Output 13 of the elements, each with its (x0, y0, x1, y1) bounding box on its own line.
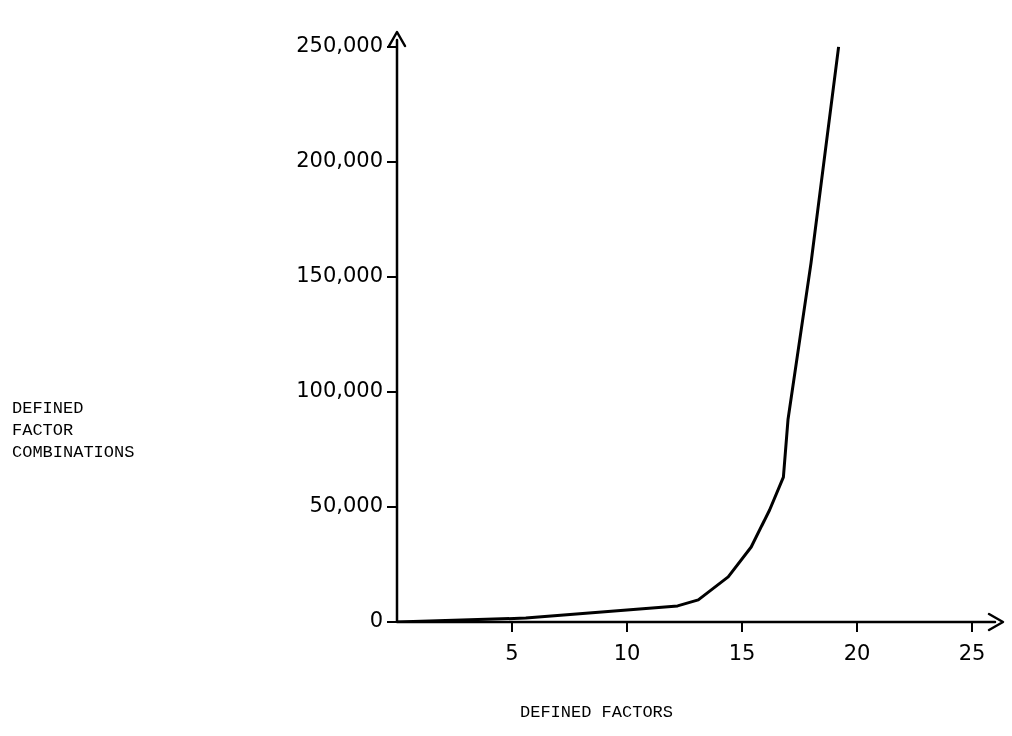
y-tick-label: 100,000 (296, 378, 383, 403)
x-tick-label: 25 (958, 641, 986, 666)
y-tick-label: 150,000 (296, 263, 383, 288)
x-tick-label: 15 (728, 641, 756, 666)
x-tick-label: 5 (505, 641, 519, 666)
x-axis-title: DEFINED FACTORS (520, 702, 674, 724)
x-tick-label: 20 (843, 641, 871, 666)
y-tick-label: 250,000 (296, 33, 383, 58)
y-tick-label: 200,000 (296, 148, 383, 173)
y-tick-label: 0 (369, 608, 383, 633)
y-tick-label: 50,000 (309, 493, 383, 518)
text: DEFINED FACTOR COMBINATIONS (12, 398, 135, 464)
x-tick-label: 10 (613, 641, 641, 666)
